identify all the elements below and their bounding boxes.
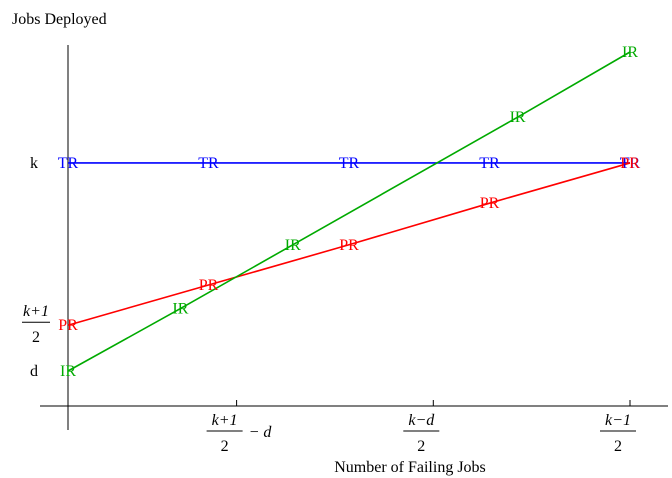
x-tick-suffix-0: − d (249, 424, 273, 441)
y-tick-label-2: k (30, 155, 38, 172)
point-ir-1: IR (172, 301, 188, 318)
point-ir-2: IR (285, 237, 301, 254)
series-line-pr (67, 162, 631, 326)
point-tr-3: TR (479, 155, 500, 172)
axis-ticks: k+1 2 − d k−d 2 k−1 2 d k+1 2 k (22, 155, 636, 455)
x-tick-numerator-0: k+1 (212, 412, 238, 429)
x-tick-numerator-1: k−d (408, 412, 435, 429)
y-tick-denominator-1: 2 (32, 329, 40, 346)
point-pr-0: PR (58, 317, 78, 334)
y-tick-numerator-1: k+1 (23, 303, 49, 320)
y-tick-text-0: d (30, 363, 38, 380)
point-ir-3: IR (510, 109, 526, 126)
x-axis-title: Number of Failing Jobs (334, 459, 486, 476)
x-tick-label-2: k−1 2 (600, 412, 636, 455)
point-pr-3: PR (480, 195, 500, 212)
y-tick-label-0: d (30, 363, 38, 380)
point-pr-2: PR (339, 237, 359, 254)
point-ir-4: IR (622, 44, 638, 61)
y-tick-label-1: k+1 2 (22, 303, 50, 346)
point-tr-2: TR (339, 155, 360, 172)
point-pr-1: PR (199, 277, 219, 294)
y-tick-text-2: k (30, 155, 38, 172)
x-tick-numerator-2: k−1 (605, 412, 631, 429)
x-tick-label-0: k+1 2 − d (206, 412, 273, 455)
point-ir-0: IR (60, 363, 76, 380)
point-pr-4: PR (620, 155, 640, 172)
point-tr-4: TR (620, 155, 641, 172)
series-lines (67, 51, 631, 372)
x-tick-denominator-1: 2 (417, 438, 425, 455)
x-tick-denominator-0: 2 (221, 438, 229, 455)
x-tick-label-1: k−d 2 (403, 412, 440, 455)
point-tr-0: TR (58, 155, 79, 172)
series-line-ir (67, 51, 631, 372)
point-tr-1: TR (198, 155, 219, 172)
x-tick-denominator-2: 2 (614, 438, 622, 455)
y-axis-title: Jobs Deployed (12, 11, 107, 28)
